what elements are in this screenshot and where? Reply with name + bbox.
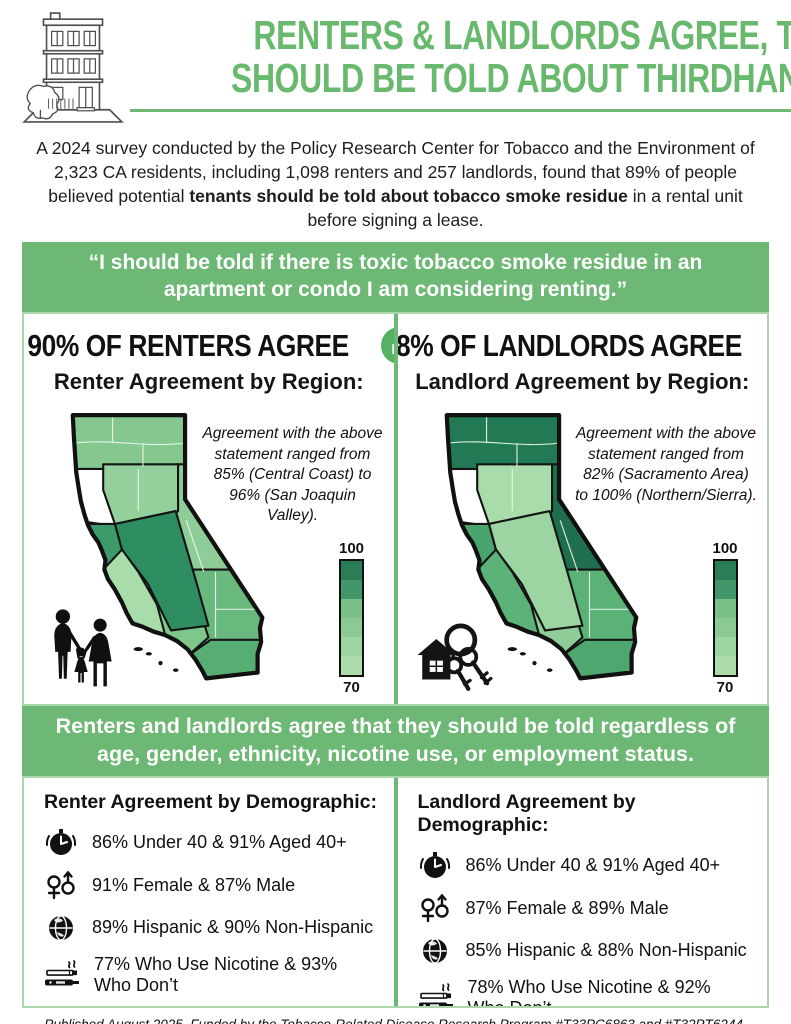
list-item: 86% Under 40 & 91% Aged 40+ xyxy=(44,827,378,859)
intro-text-bold: tenants should be told about tobacco smo… xyxy=(189,186,628,207)
globe-icon xyxy=(44,912,78,944)
demographic-stat: 77% Who Use Nicotine & 93% Who Don’t xyxy=(94,954,338,996)
demographic-stat: 78% Who Use Nicotine & 92% Who Don’t xyxy=(467,977,711,1006)
demographic-panels: Renter Agreement by Demographic: 86% Und… xyxy=(22,775,769,1008)
scale-max-label: 100 xyxy=(712,540,738,557)
page-title-line1: RENTERS & LANDLORDS AGREE, TENANTS xyxy=(253,12,791,58)
demographics-banner-text: Renters and landlords agree that they sh… xyxy=(55,714,736,766)
nicotine-icon xyxy=(44,960,80,990)
region-panels: 90% OF RENTERS AGREE Renter Agreement by… xyxy=(22,312,769,706)
california-map-renters xyxy=(40,408,274,689)
gender-icon xyxy=(44,869,78,901)
scale-seg xyxy=(714,561,736,580)
demographic-stat: 86% Under 40 & 91% Aged 40+ xyxy=(92,832,347,853)
thumbs-up-icon xyxy=(381,327,394,364)
demographic-stat: 91% Female & 87% Male xyxy=(92,874,296,895)
scale-seg xyxy=(714,599,736,618)
landlord-demographics-panel: Landlord Agreement by Demographic: 86% U… xyxy=(398,778,768,1006)
scale-min-label: 70 xyxy=(716,679,734,696)
page-title-line2: SHOULD BE TOLD ABOUT THIRDHAND SMOKE xyxy=(230,55,791,102)
clock-icon xyxy=(418,850,452,882)
globe-icon xyxy=(418,935,452,967)
color-scale-renters: 100 70 xyxy=(330,540,374,696)
demographics-banner: Renters and landlords agree that they sh… xyxy=(22,706,769,776)
page-title: RENTERS & LANDLORDS AGREE, TENANTS SHOUL… xyxy=(130,8,791,112)
panel-divider xyxy=(393,314,398,704)
landlords-headline: 88% OF LANDLORDS AGREE xyxy=(397,327,743,363)
scale-seg xyxy=(341,656,362,675)
list-item: 86% Under 40 & 91% Aged 40+ xyxy=(418,850,752,882)
nicotine-icon xyxy=(418,983,454,1006)
gender-icon xyxy=(418,892,452,924)
renters-subheading: Renter Agreement by Region: xyxy=(53,369,364,394)
intro-text-2: in a rental unit before signing a lease. xyxy=(307,186,743,231)
scale-seg xyxy=(341,637,362,656)
color-scale-landlords: 100 70 xyxy=(703,540,747,696)
clock-icon xyxy=(44,827,78,859)
header: RENTERS & LANDLORDS AGREE, TENANTS SHOUL… xyxy=(22,8,791,124)
family-icon xyxy=(54,609,112,687)
renters-map-note: Agreement with the above statement range… xyxy=(202,425,383,525)
california-map-landlords xyxy=(414,408,648,689)
renter-demographics-panel: Renter Agreement by Demographic: 86% Und… xyxy=(24,778,394,1006)
panel-divider xyxy=(393,777,398,1006)
list-item: 85% Hispanic & 88% Non-Hispanic xyxy=(418,935,752,967)
list-item: 87% Female & 89% Male xyxy=(418,892,752,924)
landlords-subheading: Landlord Agreement by Region: xyxy=(415,369,750,394)
intro-paragraph: A 2024 survey conducted by the Policy Re… xyxy=(22,136,769,233)
intro-text-1: A 2024 survey conducted by the Policy Re… xyxy=(36,138,755,207)
scale-min-label: 70 xyxy=(343,679,360,696)
scale-seg xyxy=(341,580,362,599)
channel-islands xyxy=(507,647,553,672)
channel-islands xyxy=(133,647,179,672)
scale-seg xyxy=(714,580,736,599)
footnote: Published August 2025. Funded by the Tob… xyxy=(22,1017,769,1024)
apartment-building-icon xyxy=(22,12,124,123)
landlords-map-note: Agreement with the above statement range… xyxy=(575,425,757,504)
demographic-stat: 89% Hispanic & 90% Non-Hispanic xyxy=(92,917,374,938)
house-keys-icon xyxy=(417,623,492,691)
list-item: 91% Female & 87% Male xyxy=(44,869,378,901)
scale-seg xyxy=(714,656,736,675)
quote-banner: “I should be told if there is toxic toba… xyxy=(22,241,769,312)
landlords-region-panel: 88% OF LANDLORDS AGREE Landlord Agreemen… xyxy=(398,314,768,704)
scale-seg xyxy=(341,618,362,637)
list-item: 89% Hispanic & 90% Non-Hispanic xyxy=(44,912,378,944)
scale-seg xyxy=(714,618,736,637)
renters-headline: 90% OF RENTERS AGREE xyxy=(27,327,350,363)
renters-region-panel: 90% OF RENTERS AGREE Renter Agreement by… xyxy=(24,314,394,704)
landlord-demographics-heading: Landlord Agreement by Demographic: xyxy=(417,790,636,836)
list-item: 78% Who Use Nicotine & 92% Who Don’t xyxy=(418,977,752,1006)
quote-text: “I should be told if there is toxic toba… xyxy=(88,250,703,302)
scale-max-label: 100 xyxy=(338,540,365,557)
scale-bar xyxy=(712,559,738,677)
landlords-map-area: Agreement with the above statement range… xyxy=(406,408,760,698)
scale-seg xyxy=(714,637,736,656)
scale-seg xyxy=(341,599,362,618)
demographic-stat: 87% Female & 89% Male xyxy=(465,897,669,918)
renter-demographics-heading: Renter Agreement by Demographic: xyxy=(44,790,378,813)
demographic-stat: 86% Under 40 & 91% Aged 40+ xyxy=(465,855,721,876)
scale-seg xyxy=(341,561,362,580)
demographic-stat: 85% Hispanic & 88% Non-Hispanic xyxy=(465,940,747,961)
list-item: 77% Who Use Nicotine & 93% Who Don’t xyxy=(44,954,378,996)
renters-map-area: Agreement with the above statement range… xyxy=(32,408,386,698)
scale-bar xyxy=(339,559,364,677)
